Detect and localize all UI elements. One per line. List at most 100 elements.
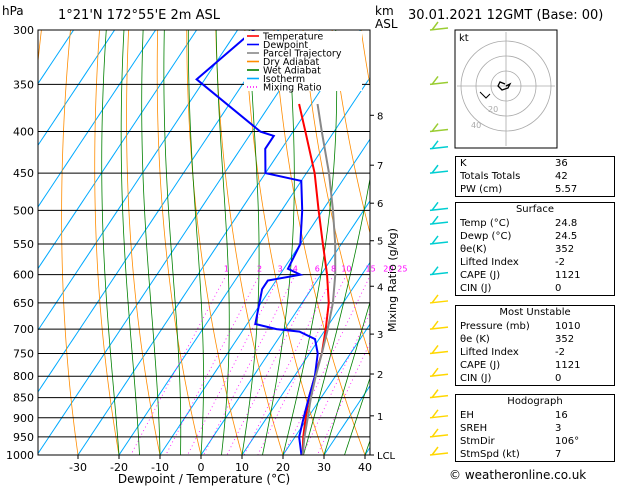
- km-tick-label: 1: [377, 412, 383, 423]
- km-tick-label: 7: [377, 161, 383, 172]
- wind-barb-flag: [431, 344, 439, 354]
- most-unstable-box: Most Unstable Pressure (mb) 1010 θe (K) 35…: [455, 305, 615, 386]
- pressure-tick-label: 1000: [6, 449, 34, 462]
- index-label: K: [460, 158, 467, 169]
- series-parcel-trajectory: [301, 103, 337, 455]
- legend-label: Mixing Ratio: [263, 83, 322, 94]
- mixing-ratio-line: [203, 274, 296, 455]
- wind-barb-flag: [431, 123, 439, 133]
- surface-label: CAPE (J): [460, 270, 501, 281]
- wind-barb-flag: [431, 266, 439, 276]
- hodograph-ring-label: 40: [471, 121, 481, 130]
- storm-motion: [479, 91, 491, 99]
- pressure-tick-label: 800: [13, 370, 34, 383]
- x-tick-label: 40: [358, 461, 372, 474]
- x-axis-label: Dewpoint / Temperature (°C): [118, 472, 290, 486]
- wind-barb-flag: [431, 75, 439, 85]
- mu-value: 1121: [555, 360, 581, 371]
- pressure-tick-label: 550: [13, 238, 34, 251]
- isotherm-line: [38, 30, 280, 393]
- wind-barb-flag: [431, 235, 439, 245]
- isotherm-line: [282, 323, 370, 455]
- wind-barb-flag: [431, 428, 439, 438]
- mu-label: Pressure (mb): [460, 321, 530, 332]
- mu-label: CAPE (J): [460, 360, 501, 371]
- surface-value: 24.8: [555, 218, 578, 229]
- mixing-ratio-label: 6: [315, 265, 320, 274]
- dry-adiabat-line: [331, 30, 370, 235]
- isotherm-line: [38, 30, 157, 208]
- hodograph-unit: kt: [459, 33, 469, 44]
- km-tick-label: LCL: [377, 451, 396, 462]
- hodo-label: SREH: [460, 423, 488, 434]
- index-value: 42: [555, 171, 568, 182]
- wind-barb-flag: [431, 294, 439, 304]
- index-value: 5.57: [555, 184, 578, 195]
- pressure-tick-label: 950: [13, 431, 34, 444]
- surface-label: θe(K): [460, 244, 487, 255]
- km-tick-label: 8: [377, 111, 383, 122]
- km-label: km: [375, 4, 394, 18]
- mixing-ratio-label: 4: [293, 265, 298, 274]
- x-tick-label: 20: [276, 461, 290, 474]
- mu-value: 1010: [555, 321, 581, 332]
- hodo-value: 16: [555, 410, 568, 421]
- plot-frame: [37, 29, 371, 456]
- wet-adiabat-line: [344, 376, 370, 455]
- most-unstable-title: Most Unstable: [499, 307, 571, 318]
- index-label: Totals Totals: [460, 171, 521, 182]
- mixing-ratio-label: 2: [257, 265, 262, 274]
- hodo-value: 7: [555, 449, 562, 460]
- datetime: 30.01.2021 12GMT (Base: 00): [408, 8, 604, 23]
- surface-label: Temp (°C): [460, 218, 510, 229]
- hodo-value: 3: [555, 423, 562, 434]
- mu-label: CIN (J): [460, 373, 492, 384]
- pressure-tick-label: 900: [13, 412, 34, 425]
- mu-label: θe (K): [460, 334, 490, 345]
- pressure-tick-label: 700: [13, 323, 34, 336]
- pressure-tick-label: 300: [13, 24, 34, 37]
- hodograph-ring-label: 20: [488, 105, 498, 114]
- mixing-ratio-axis-label: Mixing Ratio (g/kg): [386, 228, 399, 332]
- legend-label: Parcel Trajectory: [263, 49, 342, 60]
- surface-label: Dewp (°C): [460, 231, 512, 242]
- isotherm-line: [118, 76, 370, 455]
- surface-value: 1121: [555, 270, 581, 281]
- wet-adiabat-line: [241, 30, 260, 455]
- wind-barb-flag: [431, 389, 439, 399]
- wet-adiabat-line: [101, 30, 120, 455]
- wind-barb-flag: [431, 320, 439, 330]
- surface-title: Surface: [515, 204, 555, 215]
- surface-label: Lifted Index: [460, 257, 519, 268]
- wind-barb-flag: [431, 215, 439, 225]
- surface-label: CIN (J): [460, 283, 492, 294]
- surface-value: 352: [555, 244, 575, 255]
- wet-adiabat-line: [303, 176, 370, 455]
- indices-box: K 36 Totals Totals 42 PW (cm) 5.57: [455, 156, 615, 197]
- dry-adiabat-line: [623, 30, 629, 455]
- mixing-ratio-label: 10: [341, 265, 351, 274]
- pressure-tick-label: 600: [13, 269, 34, 282]
- x-tick-label: 30: [317, 461, 331, 474]
- series-temperature: [298, 103, 330, 455]
- hpa-label: hPa: [2, 4, 24, 18]
- x-tick-label: -20: [110, 461, 128, 474]
- km-tick-label: 2: [377, 370, 383, 381]
- wet-adiabat-line: [187, 30, 204, 455]
- mu-label: Lifted Index: [460, 347, 519, 358]
- km-tick-label: 4: [377, 282, 383, 293]
- isotherm-line: [38, 30, 75, 85]
- wind-barb-flag: [431, 164, 439, 174]
- hodo-label: StmDir: [460, 436, 495, 447]
- index-label: PW (cm): [460, 184, 503, 195]
- wind-barb-flag: [431, 446, 439, 456]
- isotherm-line: [77, 30, 362, 455]
- mu-value: 0: [555, 373, 562, 384]
- isotherm-line: [38, 30, 198, 270]
- pressure-tick-label: 500: [13, 204, 34, 217]
- mixing-ratio-line: [130, 274, 227, 455]
- surface-value: -2: [555, 257, 565, 268]
- dry-adiabat-line: [61, 30, 79, 455]
- mixing-ratio-label: 8: [331, 265, 336, 274]
- wind-barb-flag: [431, 21, 439, 31]
